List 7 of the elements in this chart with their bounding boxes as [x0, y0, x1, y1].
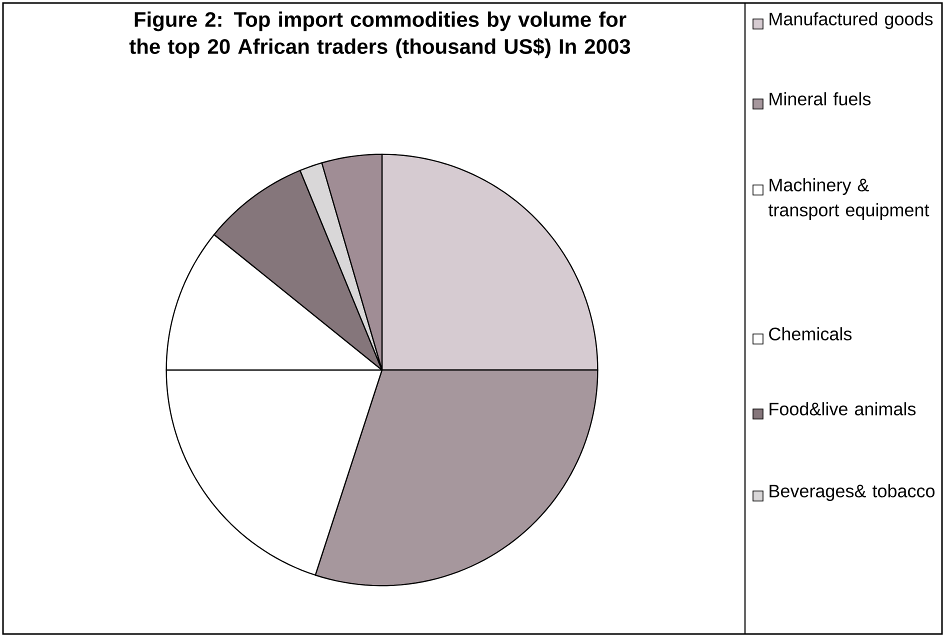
legend-label: Machinery & transport equipment: [768, 178, 930, 220]
legend-label: Mineral fuels: [770, 92, 871, 106]
legend-label: Food&live animals: [770, 402, 916, 416]
legend-label: Manufactured goods: [770, 12, 933, 29]
legend-label: Chemicals: [769, 327, 852, 340]
legend-label: Beverages& tobacco: [770, 484, 935, 501]
text: Figure 2: Top import commodities by volume for the top 20 African traders (thousand US$) In 2003: [129, 12, 630, 58]
